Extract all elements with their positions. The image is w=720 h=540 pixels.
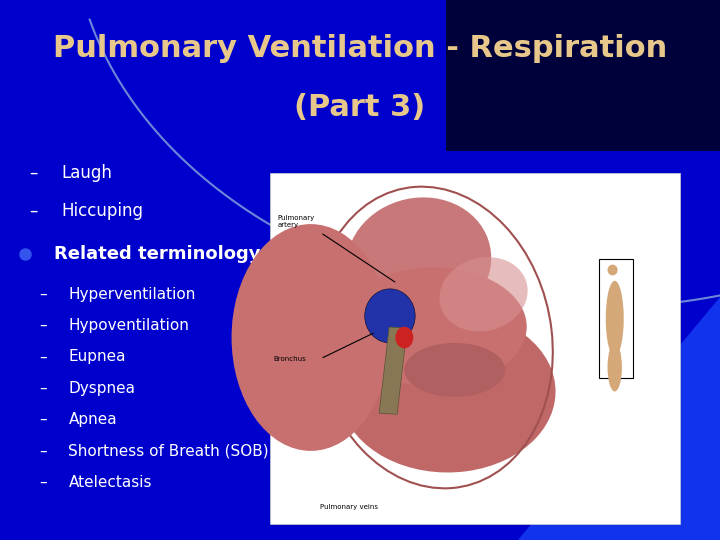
Ellipse shape bbox=[232, 224, 390, 451]
Text: Hypoventilation: Hypoventilation bbox=[68, 318, 189, 333]
Ellipse shape bbox=[395, 327, 413, 348]
Ellipse shape bbox=[340, 267, 527, 386]
Text: Bronchus: Bronchus bbox=[274, 356, 306, 362]
Polygon shape bbox=[446, 0, 720, 151]
Polygon shape bbox=[518, 297, 720, 540]
Text: Apnea: Apnea bbox=[68, 412, 117, 427]
Text: Pulmonary
artery: Pulmonary artery bbox=[277, 215, 315, 228]
Text: Eupnea: Eupnea bbox=[68, 349, 126, 364]
Text: Related terminology: Related terminology bbox=[54, 245, 261, 263]
Text: Hyperventilation: Hyperventilation bbox=[68, 287, 196, 302]
FancyBboxPatch shape bbox=[270, 173, 680, 524]
Ellipse shape bbox=[346, 198, 491, 326]
Text: Pulmonary Ventilation - Respiration: Pulmonary Ventilation - Respiration bbox=[53, 34, 667, 63]
Ellipse shape bbox=[405, 343, 505, 397]
Ellipse shape bbox=[606, 281, 624, 356]
Text: –: – bbox=[40, 287, 48, 302]
Text: Laugh: Laugh bbox=[61, 164, 112, 182]
Bar bbox=[379, 327, 407, 414]
Ellipse shape bbox=[608, 265, 618, 275]
Text: –: – bbox=[40, 475, 48, 490]
Ellipse shape bbox=[608, 343, 622, 391]
Text: –: – bbox=[29, 164, 37, 182]
Text: –: – bbox=[40, 381, 48, 396]
Ellipse shape bbox=[365, 289, 415, 343]
Text: Shortness of Breath (SOB): Shortness of Breath (SOB) bbox=[68, 443, 269, 458]
Text: Atelectasis: Atelectasis bbox=[68, 475, 152, 490]
Bar bbox=[599, 259, 634, 378]
Text: –: – bbox=[40, 443, 48, 458]
Text: –: – bbox=[40, 318, 48, 333]
Text: (Part 3): (Part 3) bbox=[294, 93, 426, 123]
Text: –: – bbox=[40, 412, 48, 427]
Text: Pulmonary veins: Pulmonary veins bbox=[320, 504, 379, 510]
Text: Hiccuping: Hiccuping bbox=[61, 201, 143, 220]
Text: –: – bbox=[29, 201, 37, 220]
Ellipse shape bbox=[340, 310, 556, 472]
Text: Dyspnea: Dyspnea bbox=[68, 381, 135, 396]
Ellipse shape bbox=[439, 257, 528, 332]
Text: –: – bbox=[40, 349, 48, 364]
